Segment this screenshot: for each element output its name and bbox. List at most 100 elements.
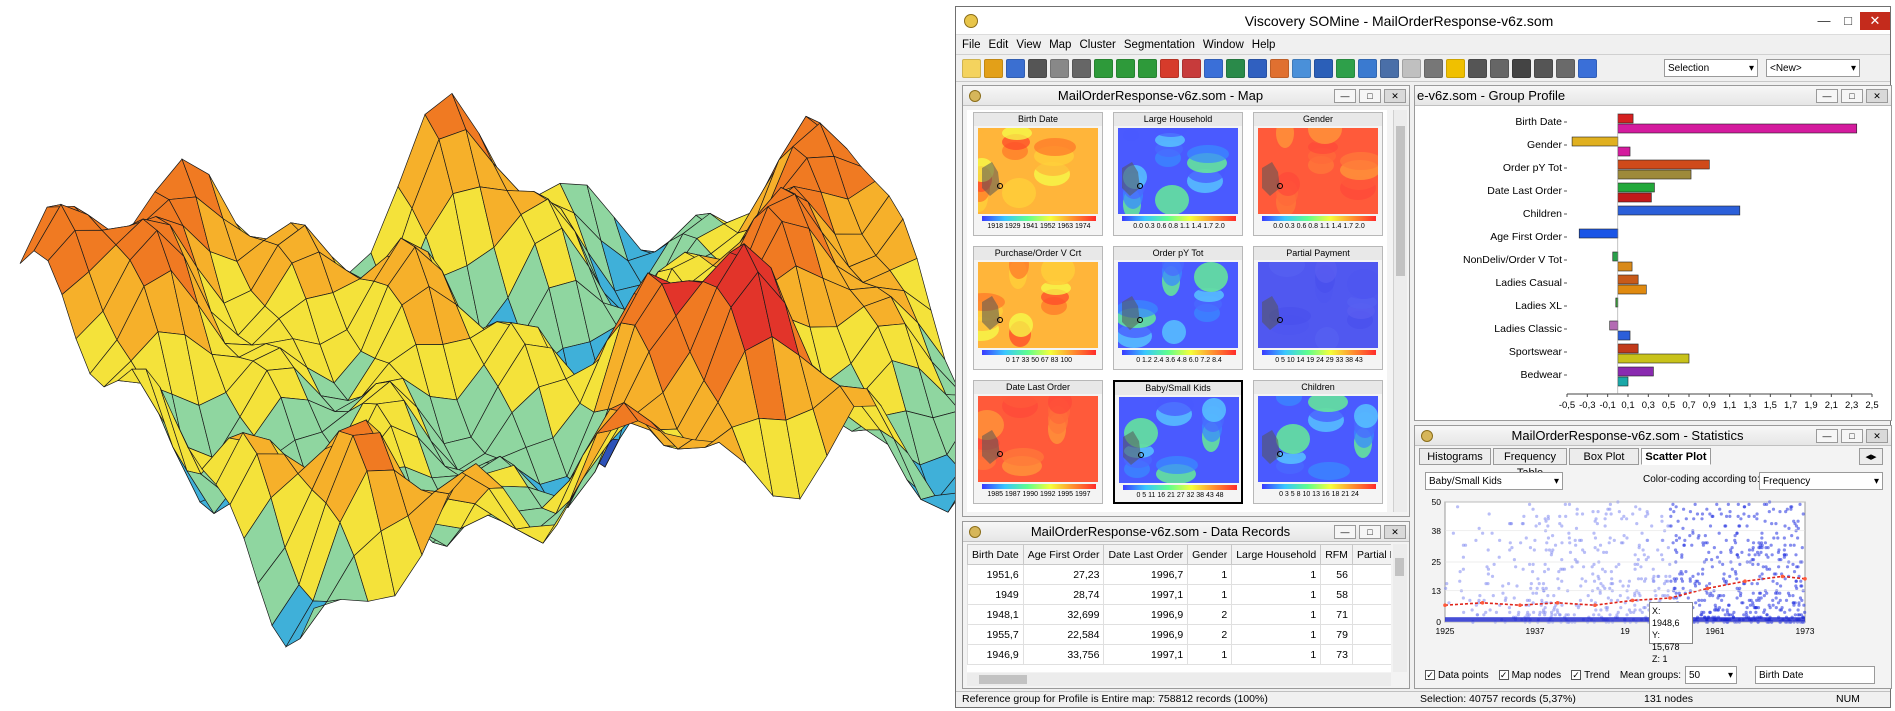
toolbar-tool-icon[interactable] — [1336, 58, 1355, 78]
vertical-scrollbar[interactable] — [1393, 110, 1407, 512]
data-point — [1759, 550, 1763, 554]
toolbar-tool-icon[interactable] — [1248, 58, 1267, 78]
toolbar-tool-icon[interactable] — [1182, 58, 1201, 78]
component-map[interactable]: Partial Payment 0 5 10 14 19 24 29 33 38 … — [1253, 246, 1383, 370]
data-point — [1470, 608, 1474, 612]
maximize-button[interactable]: □ — [1359, 88, 1381, 103]
toolbar-tool-icon[interactable] — [1204, 58, 1223, 78]
mean-groups-dropdown[interactable]: 50 ▾ — [1685, 666, 1737, 684]
data-points-checkbox[interactable]: ✓ Data points — [1425, 669, 1489, 681]
toolbar-tool-icon[interactable] — [1226, 58, 1245, 78]
toolbar-tool-icon[interactable] — [1160, 58, 1179, 78]
toolbar-tool-icon[interactable] — [1446, 58, 1465, 78]
column-header[interactable]: Partial Pay — [1351, 544, 1391, 565]
minimize-button[interactable]: — — [1817, 13, 1831, 28]
tab-scatter-plot[interactable]: Scatter Plot — [1641, 448, 1711, 465]
table-row[interactable]: 1948,1 32,699 1996,9 2 1 71 — [967, 604, 1391, 625]
close-button[interactable]: ✕ — [1384, 524, 1406, 539]
toolbar-tool-icon[interactable] — [1292, 58, 1311, 78]
tab-frequency-table[interactable]: Frequency Table — [1493, 448, 1567, 479]
table-row[interactable]: 1955,7 22,584 1996,9 2 1 79 — [967, 624, 1391, 645]
menu-view[interactable]: View — [1016, 38, 1042, 51]
table-row[interactable]: 1951,6 27,23 1996,7 1 1 56 — [967, 564, 1391, 585]
menu-window[interactable]: Window — [1202, 38, 1244, 51]
data-point — [1573, 538, 1577, 542]
component-map[interactable]: Birth Date 1918 1929 1941 1952 1963 1974 — [973, 112, 1103, 236]
table-row[interactable]: 1949 28,74 1997,1 1 1 58 — [967, 584, 1391, 605]
toolbar-tool-icon[interactable] — [1358, 58, 1377, 78]
x-variable-dropdown[interactable]: Birth Date — [1755, 666, 1875, 684]
component-map[interactable]: Order pY Tot 0 1.2 2.4 3.6 4.8 6.0 7.2 8.… — [1113, 246, 1243, 370]
data-point — [1549, 553, 1553, 557]
toolbar-tool-icon[interactable] — [1314, 58, 1333, 78]
toolbar-tool-icon[interactable] — [1534, 58, 1553, 78]
column-header[interactable]: RFM — [1320, 544, 1353, 565]
close-button[interactable]: ✕ — [1860, 11, 1890, 30]
new-dropdown[interactable]: <New> ▾ — [1766, 59, 1860, 77]
toolbar-tool-icon[interactable] — [1138, 58, 1157, 78]
tab-box-plot[interactable]: Box Plot — [1569, 448, 1639, 465]
toolbar-tool-icon[interactable] — [1512, 58, 1531, 78]
toolbar-tool-icon[interactable] — [962, 58, 981, 78]
map-nodes-checkbox[interactable]: ✓ Map nodes — [1498, 669, 1562, 681]
minimize-button[interactable]: — — [1334, 524, 1356, 539]
minimize-button[interactable]: — — [1816, 428, 1838, 443]
color-coding-dropdown[interactable]: Frequency ▾ — [1759, 472, 1883, 490]
column-header[interactable]: Gender — [1187, 544, 1233, 565]
component-map[interactable]: Gender 0.0 0.3 0.6 0.8 1.1 1.4 1.7 2.0 — [1253, 112, 1383, 236]
close-button[interactable]: ✕ — [1866, 88, 1888, 103]
toolbar-tool-icon[interactable] — [1468, 58, 1487, 78]
column-header[interactable]: Large Household — [1231, 544, 1322, 565]
variable-dropdown[interactable]: Baby/Small Kids ▾ — [1425, 472, 1563, 490]
maximize-button[interactable]: □ — [1359, 524, 1381, 539]
tab-histograms[interactable]: Histograms — [1419, 448, 1491, 465]
toolbar-tool-icon[interactable] — [1578, 58, 1597, 78]
table-cell: 2 — [1187, 624, 1233, 645]
column-header[interactable]: Date Last Order — [1103, 544, 1189, 565]
selection-dropdown[interactable]: Selection ▾ — [1664, 59, 1758, 77]
close-button[interactable]: ✕ — [1384, 88, 1406, 103]
component-map[interactable]: Large Household 0.0 0.3 0.6 0.8 1.1 1.4 1… — [1113, 112, 1243, 236]
maximize-button[interactable]: □ — [1841, 88, 1863, 103]
table-row[interactable]: 1946,9 33,756 1997,1 1 1 73 — [967, 644, 1391, 665]
menu-segmentation[interactable]: Segmentation — [1123, 38, 1195, 51]
toolbar-tool-icon[interactable] — [1556, 58, 1575, 78]
toolbar-tool-icon[interactable] — [1050, 58, 1069, 78]
column-header[interactable]: Birth Date — [967, 544, 1024, 565]
data-point — [1532, 610, 1536, 614]
maximize-button[interactable]: □ — [1844, 13, 1852, 28]
column-header[interactable]: Age First Order — [1022, 544, 1105, 565]
component-map[interactable]: Baby/Small Kids 0 5 11 16 21 27 32 38 43 … — [1113, 380, 1243, 504]
component-map[interactable]: Date Last Order 1985 1987 1990 1992 1995 … — [973, 380, 1103, 504]
horizontal-scrollbar[interactable] — [967, 673, 1391, 686]
toolbar-tool-icon[interactable] — [1028, 58, 1047, 78]
close-button[interactable]: ✕ — [1866, 428, 1888, 443]
toolbar-tool-icon[interactable] — [1006, 58, 1025, 78]
data-records-window: MailOrderResponse-v6z.som - Data Records… — [962, 521, 1410, 689]
menu-cluster[interactable]: Cluster — [1079, 38, 1116, 51]
maximize-button[interactable]: □ — [1841, 428, 1863, 443]
menu-help[interactable]: Help — [1251, 38, 1276, 51]
tab-scroll-arrows[interactable]: ◂▸ — [1859, 448, 1883, 465]
toolbar-tool-icon[interactable] — [1490, 58, 1509, 78]
menu-edit[interactable]: Edit — [988, 38, 1009, 51]
data-point — [1596, 510, 1600, 514]
trend-checkbox[interactable]: ✓ Trend — [1571, 669, 1610, 681]
component-map[interactable]: Purchase/Order V Crt 0 17 33 50 67 83 100 — [973, 246, 1103, 370]
component-map[interactable]: Children 0 3 5 8 10 13 16 18 21 24 — [1253, 380, 1383, 504]
toolbar-tool-icon[interactable] — [1116, 58, 1135, 78]
menu-file[interactable]: File — [962, 38, 981, 51]
toolbar-tool-icon[interactable] — [1094, 58, 1113, 78]
toolbar-tool-icon[interactable] — [984, 58, 1003, 78]
menu-map[interactable]: Map — [1049, 38, 1072, 51]
toolbar-tool-icon[interactable] — [1424, 58, 1443, 78]
minimize-button[interactable]: — — [1816, 88, 1838, 103]
toolbar-tool-icon[interactable] — [1072, 58, 1091, 78]
toolbar-tool-icon[interactable] — [1380, 58, 1399, 78]
vertical-scrollbar[interactable] — [1393, 544, 1407, 672]
toolbar-tool-icon[interactable] — [1270, 58, 1289, 78]
toolbar-tool-icon[interactable] — [1402, 58, 1421, 78]
minimize-button[interactable]: — — [1334, 88, 1356, 103]
data-point — [1560, 558, 1564, 562]
